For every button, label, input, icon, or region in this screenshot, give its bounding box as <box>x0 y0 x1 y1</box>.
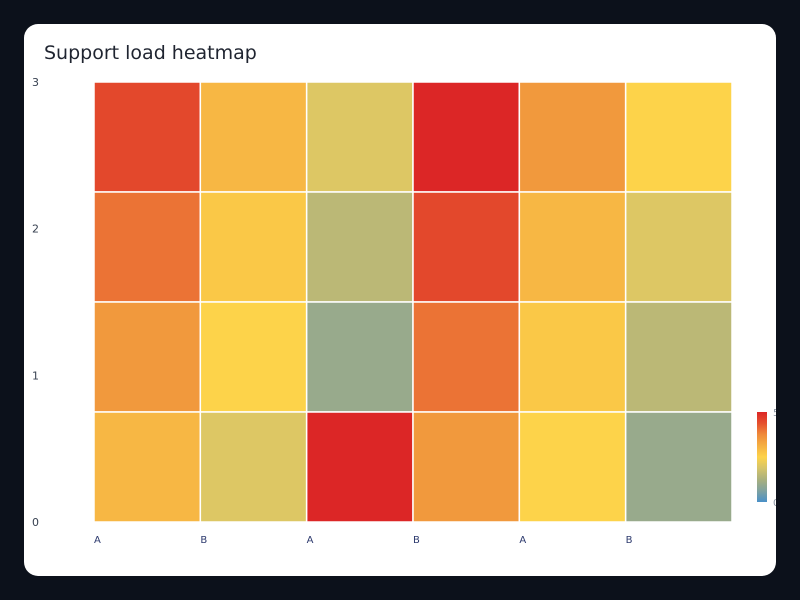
heatmap-cell <box>199 81 308 193</box>
colorbar <box>757 412 767 502</box>
heatmap-cell <box>305 301 414 413</box>
y-tick-label: 1 <box>32 369 39 382</box>
heatmap-cell <box>624 191 733 303</box>
heatmap-cell <box>93 301 202 413</box>
chart-title: Support load heatmap <box>44 42 257 64</box>
heatmap-chart: 0 1 2 3 A B A B A B 50 0 <box>32 76 776 546</box>
heatmap-cell <box>518 301 627 413</box>
x-tick-label: A <box>307 535 314 546</box>
y-tick-label: 3 <box>32 76 39 89</box>
heatmap-cell <box>412 81 521 193</box>
y-tick-label: 0 <box>32 516 39 529</box>
heatmap-cell <box>412 191 521 303</box>
heatmap-cell <box>412 301 521 413</box>
heatmap-cell <box>305 191 414 303</box>
x-tick-label: B <box>413 535 420 546</box>
heatmap-cell <box>624 411 733 523</box>
colorbar-tick-label: 0 <box>773 498 776 509</box>
heatmap-cell <box>518 191 627 303</box>
heatmap-cell <box>93 191 202 303</box>
heatmap-cell <box>305 81 414 193</box>
heatmap-cell <box>412 411 521 523</box>
heatmap-cell <box>518 411 627 523</box>
chart-card: Support load heatmap 0 1 2 3 A B A B A B 50 0 <box>24 24 776 576</box>
y-tick-label: 2 <box>32 223 39 236</box>
heatmap-cell <box>305 411 414 523</box>
heatmap-cell <box>199 191 308 303</box>
heatmap-cell <box>624 301 733 413</box>
x-tick-label: B <box>626 535 633 546</box>
heatmap-cell <box>199 301 308 413</box>
x-tick-label: B <box>200 535 207 546</box>
heatmap-cell <box>93 81 202 193</box>
heatmap-cell <box>199 411 308 523</box>
heatmap-cell <box>518 81 627 193</box>
x-tick-label: A <box>94 535 101 546</box>
colorbar-tick-label: 50 <box>773 408 776 419</box>
x-tick-label: A <box>519 535 526 546</box>
heatmap-cell <box>624 81 733 193</box>
heatmap-cell <box>93 411 202 523</box>
